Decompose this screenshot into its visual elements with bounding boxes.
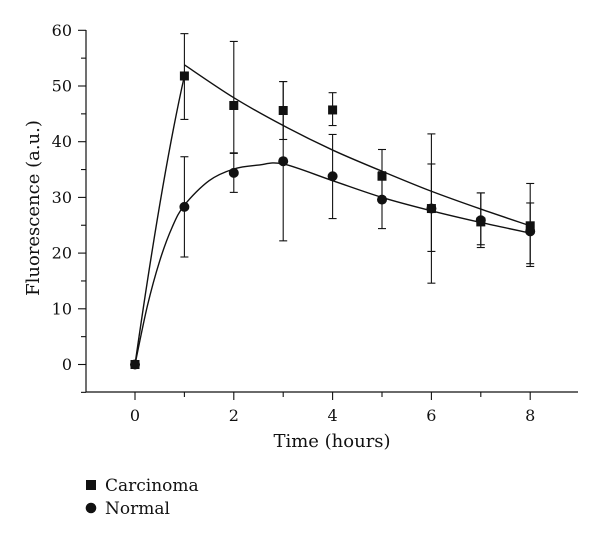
x-axis-title: Time (hours) [273,431,390,452]
x-tick-label: 0 [130,406,140,425]
legend-marker-carcinoma [86,480,96,490]
legend: Carcinoma Normal [85,476,199,519]
point-normal [278,156,289,167]
error-bar-normal [427,163,436,284]
point-normal [130,359,140,370]
y-tick-label: 20 [52,244,72,263]
y-axis-title: Fluorescence (a.u.) [23,120,44,296]
point-normal [475,215,486,226]
point-normal [525,226,536,237]
point-normal [228,167,239,178]
x-tick-label: 2 [229,406,239,425]
error-bars [180,33,535,284]
x-tick-label: 6 [426,406,436,425]
point-carcinoma [328,105,338,115]
point-carcinoma [377,171,387,181]
x-tick-label: 4 [328,406,338,425]
fit-line-carcinoma [184,64,531,227]
y-ticks: 0 10 20 30 40 50 60 [52,21,86,393]
point-normal [377,194,387,205]
error-bar-carcinoma [229,40,238,154]
point-normal [179,201,190,212]
y-tick-label: 30 [52,188,72,207]
point-carcinoma [179,71,189,81]
legend-marker-normal [85,502,97,514]
point-carcinoma [278,106,288,116]
point-normal [327,171,338,182]
rise-line-carcinoma [134,75,186,365]
legend-label-normal: Normal [105,499,170,519]
legend-label-carcinoma: Carcinoma [105,476,199,496]
y-tick-label: 10 [52,299,72,318]
point-normal [426,203,437,214]
markers [130,71,536,370]
point-carcinoma [525,221,535,231]
x-ticks: 0 2 4 6 8 [130,392,535,425]
y-tick-label: 0 [62,355,72,374]
y-tick-label: 50 [52,77,72,96]
x-tick-label: 8 [525,406,535,425]
y-tick-label: 40 [52,132,72,151]
plot-area: 0 2 4 6 8 0 10 20 30 40 50 60 [52,21,578,425]
point-carcinoma [229,100,239,110]
y-tick-label: 60 [52,21,72,40]
